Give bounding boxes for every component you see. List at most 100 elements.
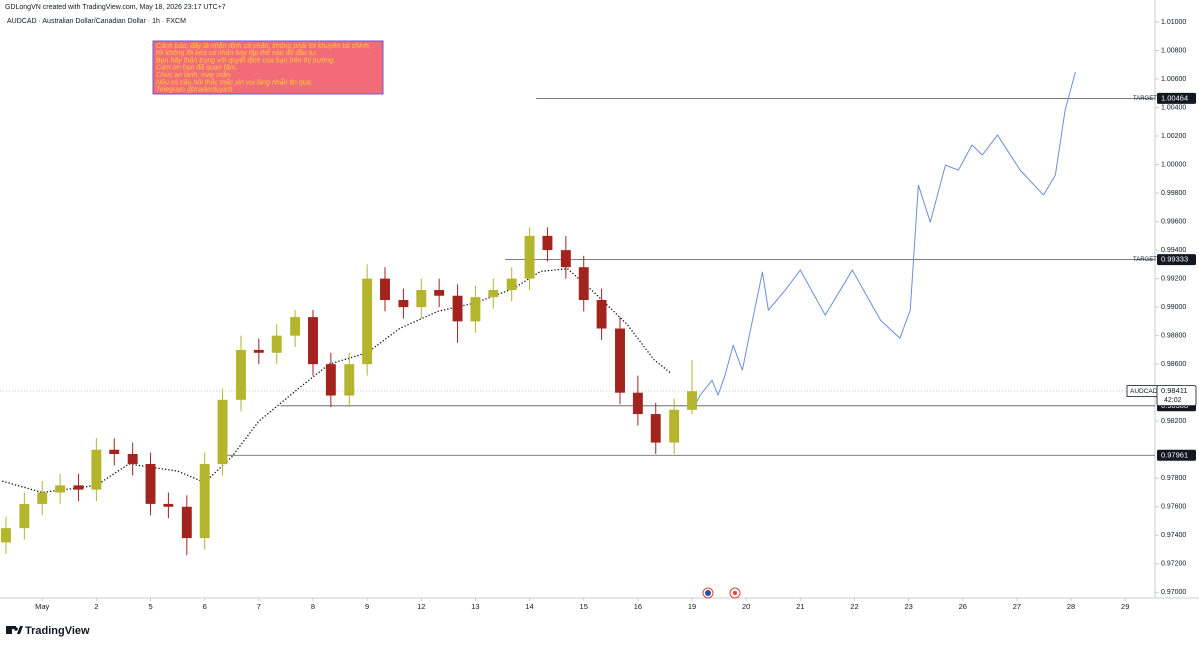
- candle-body: [524, 235, 535, 279]
- y-tick-label: 1.01000: [1161, 19, 1186, 26]
- plot-area: [0, 71, 1155, 556]
- brand-name: TradingView: [25, 625, 90, 637]
- x-tick-label: 19: [688, 602, 696, 611]
- candle-body: [163, 503, 174, 507]
- x-tick-label: 29: [1121, 602, 1129, 611]
- price-tag: [1156, 385, 1197, 407]
- x-tick-label: May: [35, 602, 49, 611]
- candle-body: [73, 485, 84, 490]
- candle-body: [687, 391, 697, 410]
- candle-body: [506, 278, 517, 291]
- candle-body: [380, 278, 390, 301]
- note-line: Telegram @traderduyich: [156, 87, 233, 94]
- y-tick-label: 0.98200: [1161, 418, 1186, 425]
- candle-body: [615, 328, 625, 393]
- y-tick-label: 0.99600: [1161, 218, 1186, 225]
- candle-body: [308, 317, 318, 365]
- y-tick-label: 0.99800: [1161, 190, 1186, 197]
- x-tick-label: 22: [850, 602, 858, 611]
- x-tick-label: 20: [742, 602, 750, 611]
- x-tick-label: 15: [580, 602, 588, 611]
- y-tick-label: 1.00600: [1161, 76, 1186, 83]
- candle-body: [596, 300, 607, 329]
- candle-body: [669, 409, 680, 443]
- candle-body: [37, 492, 48, 504]
- price-tag-label: 0.98411: [1161, 386, 1188, 395]
- candle-body: [416, 290, 427, 308]
- x-tick-label: 12: [417, 602, 425, 611]
- candle-body: [91, 449, 102, 490]
- x-tick-label: 6: [203, 602, 207, 611]
- note-box: [152, 40, 384, 95]
- x-tick-label: 7: [257, 602, 261, 611]
- y-tick-label: 0.97400: [1161, 532, 1186, 539]
- candle-body: [199, 463, 210, 539]
- level-tag: [1157, 449, 1196, 461]
- attribution: GDLongVN created with TradingView.com, M…: [5, 4, 226, 11]
- candle-body: [650, 414, 661, 443]
- brand-logo: TradingView: [6, 625, 90, 637]
- candle-body: [253, 349, 264, 353]
- candle-body: [109, 449, 120, 454]
- event-icon-flag: [705, 590, 711, 596]
- candle-body: [127, 453, 138, 464]
- candle-body: [452, 295, 463, 322]
- y-tick-label: 0.99200: [1161, 275, 1186, 282]
- candle-body: [560, 250, 571, 268]
- level-tag-label: 0.97961: [1161, 450, 1188, 459]
- y-tick-label: 0.97600: [1161, 504, 1186, 511]
- y-tick-label: 0.98600: [1161, 361, 1186, 368]
- y-tick-label: 0.97800: [1161, 475, 1186, 482]
- chart-title: AUDCAD · Australian Dollar/Canadian Doll…: [7, 18, 186, 25]
- y-tick-label: 1.00400: [1161, 104, 1186, 111]
- y-tick-label: 0.97200: [1161, 561, 1186, 568]
- symbol-tag-label: AUDCAD: [1130, 388, 1158, 395]
- candle-body: [398, 300, 409, 308]
- level-note: TARGET: [1133, 257, 1157, 263]
- event-icons: [702, 587, 741, 599]
- y-tick-label: 1.00000: [1161, 161, 1186, 168]
- note-line: tôi không lôi kéo cá nhân hay tập thể nà…: [156, 48, 317, 57]
- candle-body: [235, 349, 246, 400]
- candle-body: [542, 235, 553, 251]
- y-tick-label: 1.00800: [1161, 47, 1186, 54]
- logo-mark: [8, 626, 16, 629]
- level-tag: [1157, 92, 1196, 104]
- candle-body: [488, 290, 499, 298]
- candle-body: [325, 364, 336, 396]
- candle-body: [145, 463, 156, 504]
- logo-mark: [14, 627, 18, 631]
- x-tick-label: 21: [796, 602, 804, 611]
- note-line: Cám ơn bạn đã quan tâm,: [156, 65, 237, 72]
- candle-body: [632, 392, 643, 415]
- candle-body: [55, 485, 66, 493]
- y-tick-label: 0.97000: [1161, 589, 1186, 596]
- logo-mark: [17, 626, 23, 634]
- x-tick-label: 13: [471, 602, 479, 611]
- x-tick-label: 26: [959, 602, 967, 611]
- candle-body: [0, 528, 11, 543]
- x-tick-label: 9: [365, 602, 369, 611]
- x-tick-label: 2: [94, 602, 98, 611]
- candle-body: [578, 267, 589, 301]
- level-tag: [1157, 254, 1196, 266]
- level-note: TARGET: [1133, 96, 1157, 102]
- event-icon-flag: [733, 591, 737, 595]
- y-tick-label: 1.00200: [1161, 133, 1186, 140]
- logo-mark: [6, 626, 12, 634]
- note-line: Bạn hãy thận trọng với quyết định của bạ…: [156, 56, 336, 64]
- candle-body: [470, 297, 481, 322]
- y-tick-label: 0.98800: [1161, 332, 1186, 339]
- candle-body: [290, 317, 301, 336]
- candle-body: [181, 506, 192, 539]
- candle-body: [271, 335, 282, 353]
- x-tick-label: 16: [634, 602, 642, 611]
- x-tick-label: 23: [904, 602, 912, 611]
- y-tick-label: 0.99000: [1161, 304, 1186, 311]
- candle-body: [434, 290, 445, 296]
- candle-body: [344, 364, 355, 396]
- x-tick-label: 27: [1013, 602, 1021, 611]
- countdown-label: 42:02: [1164, 397, 1182, 404]
